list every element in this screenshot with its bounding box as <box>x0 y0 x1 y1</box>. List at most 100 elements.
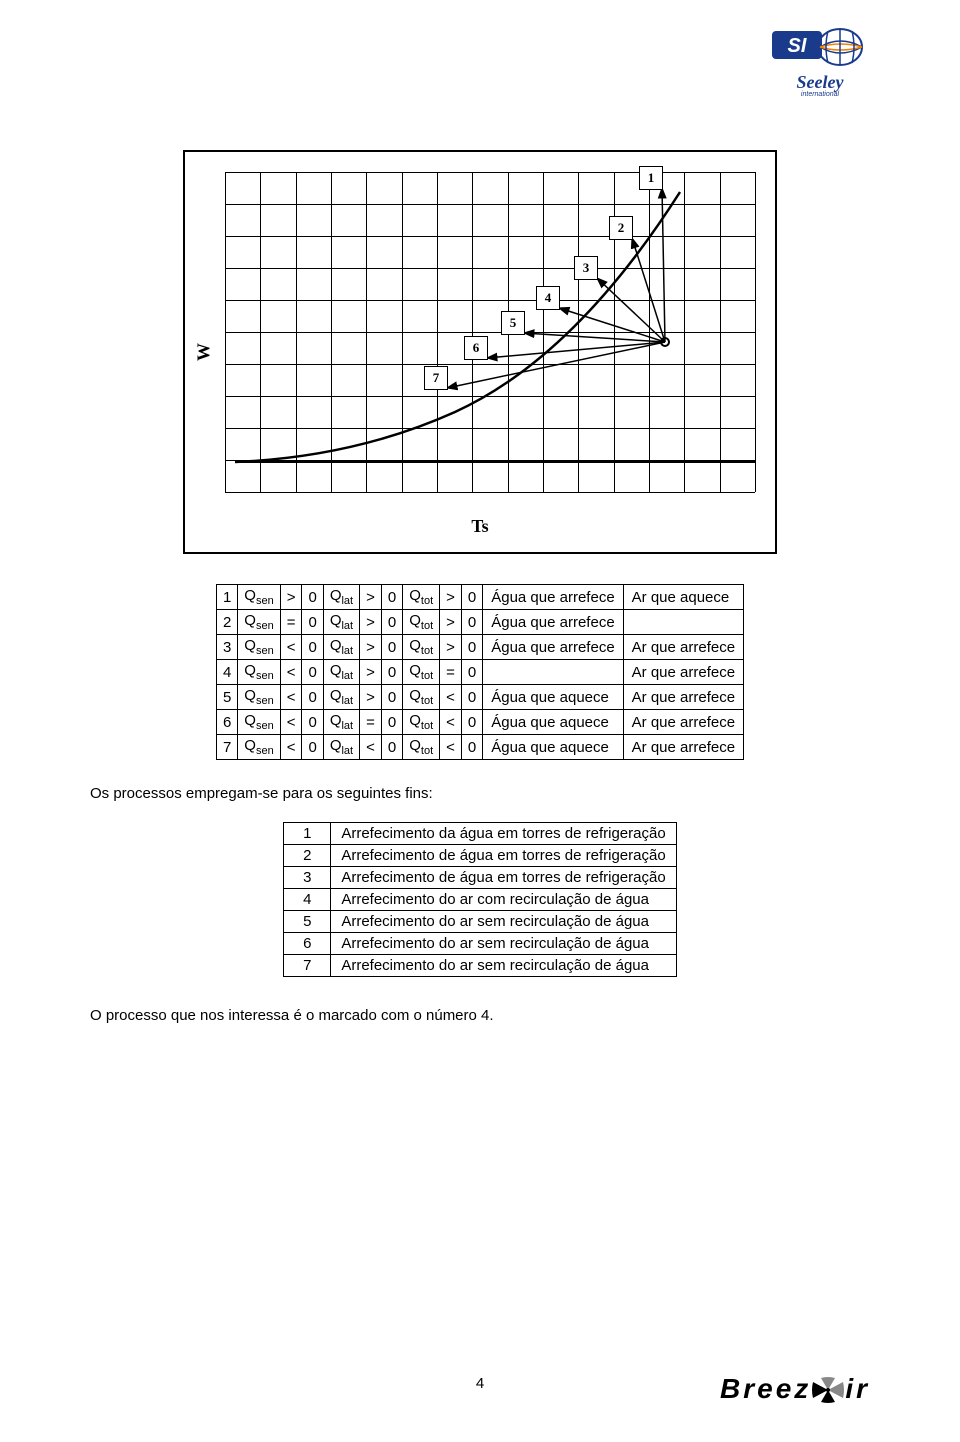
logo-seeley: SI Seeley international <box>770 25 870 98</box>
main-table: 1Qsen>0Qlat>0Qtot>0Água que arrefeceAr q… <box>216 584 744 760</box>
table-cell: Qtot <box>403 660 440 685</box>
table-cell: 0 <box>302 735 323 760</box>
table-cell: Ar que aquece <box>623 585 743 610</box>
chart-inner: 1234567 <box>225 172 755 492</box>
table-cell: Arrefecimento do ar com recirculação de … <box>331 889 676 911</box>
page: SI Seeley international W 1234567 Ts 1Qs… <box>0 0 960 1442</box>
table-cell: Qtot <box>403 610 440 635</box>
chart-point-label: 5 <box>501 311 525 335</box>
table-cell: 1 <box>216 585 237 610</box>
table-cell: Água que aquece <box>483 735 623 760</box>
table-cell: Água que aquece <box>483 685 623 710</box>
table-cell: > <box>440 585 462 610</box>
table-cell: > <box>360 635 382 660</box>
svg-text:SI: SI <box>788 35 807 57</box>
table-cell: Qtot <box>403 585 440 610</box>
table-cell: Ar que arrefece <box>623 685 743 710</box>
table-row: 7Qsen<0Qlat<0Qtot<0Água que aqueceAr que… <box>216 735 743 760</box>
logo-breezair: Breez ir <box>720 1373 870 1407</box>
table-cell: < <box>280 735 302 760</box>
seeley-globe-icon: SI <box>770 25 870 75</box>
table-cell: Qlat <box>323 710 359 735</box>
table-cell: < <box>440 710 462 735</box>
table-row: 6Qsen<0Qlat=0Qtot<0Água que aqueceAr que… <box>216 710 743 735</box>
table-cell: 0 <box>302 635 323 660</box>
table-cell: = <box>440 660 462 685</box>
table-cell: Qtot <box>403 685 440 710</box>
table-cell: Arrefecimento de água em torres de refri… <box>331 867 676 889</box>
closing-text: O processo que nos interessa é o marcado… <box>90 1007 880 1024</box>
table-cell: 0 <box>461 710 482 735</box>
table-cell: > <box>360 585 382 610</box>
table-cell: 4 <box>284 889 331 911</box>
table-cell: 2 <box>284 845 331 867</box>
table-row: 5Arrefecimento do ar sem recirculação de… <box>284 911 676 933</box>
table-cell: > <box>280 585 302 610</box>
table-cell: Água que arrefece <box>483 610 623 635</box>
table-cell: < <box>440 685 462 710</box>
table-cell: Arrefecimento do ar sem recirculação de … <box>331 911 676 933</box>
table-cell: 4 <box>216 660 237 685</box>
table-cell: Água que arrefece <box>483 635 623 660</box>
table-cell: = <box>360 710 382 735</box>
table-cell: 0 <box>381 610 402 635</box>
table-cell: 7 <box>216 735 237 760</box>
table-cell: 0 <box>461 660 482 685</box>
table-cell: Qtot <box>403 635 440 660</box>
table-cell: 3 <box>284 867 331 889</box>
table-cell: Qlat <box>323 585 359 610</box>
table-cell: Qsen <box>238 585 280 610</box>
chart-point-label: 3 <box>574 256 598 280</box>
chart-point-label: 1 <box>639 166 663 190</box>
table-row: 2Arrefecimento de água em torres de refr… <box>284 845 676 867</box>
table-cell: Ar que arrefece <box>623 660 743 685</box>
table-cell: > <box>440 610 462 635</box>
table-row: 2Qsen=0Qlat>0Qtot>0Água que arrefece <box>216 610 743 635</box>
table-row: 3Arrefecimento de água em torres de refr… <box>284 867 676 889</box>
table-cell: Qsen <box>238 710 280 735</box>
table-cell: Ar que arrefece <box>623 710 743 735</box>
table-cell: 0 <box>461 635 482 660</box>
logo-seeley-sub: international <box>770 91 870 98</box>
table-cell: Qlat <box>323 610 359 635</box>
table-cell: 0 <box>381 585 402 610</box>
table-cell: < <box>280 710 302 735</box>
chart-point-label: 4 <box>536 286 560 310</box>
table-cell <box>623 610 743 635</box>
table-row: 5Qsen<0Qlat>0Qtot<0Água que aqueceAr que… <box>216 685 743 710</box>
table-row: 1Arrefecimento da água em torres de refr… <box>284 823 676 845</box>
table-row: 6Arrefecimento do ar sem recirculação de… <box>284 933 676 955</box>
table-cell: Arrefecimento do ar sem recirculação de … <box>331 955 676 977</box>
table-cell: > <box>360 610 382 635</box>
table-row: 1Qsen>0Qlat>0Qtot>0Água que arrefeceAr q… <box>216 585 743 610</box>
table-row: 3Qsen<0Qlat>0Qtot>0Água que arrefeceAr q… <box>216 635 743 660</box>
table-cell: Qlat <box>323 660 359 685</box>
table-cell: 0 <box>461 610 482 635</box>
table-cell: < <box>440 735 462 760</box>
table-cell: 0 <box>381 710 402 735</box>
table-cell: Qtot <box>403 735 440 760</box>
table-cell: Água que aquece <box>483 710 623 735</box>
table-cell: Arrefecimento da água em torres de refri… <box>331 823 676 845</box>
table-cell: 7 <box>284 955 331 977</box>
table-cell: Qlat <box>323 685 359 710</box>
table-cell: Arrefecimento do ar sem recirculação de … <box>331 933 676 955</box>
table-cell: 3 <box>216 635 237 660</box>
page-number: 4 <box>476 1375 484 1392</box>
table-cell: 5 <box>284 911 331 933</box>
chart-point-label: 2 <box>609 216 633 240</box>
table-cell: Qsen <box>238 660 280 685</box>
table-cell: 0 <box>302 710 323 735</box>
table-cell: > <box>360 660 382 685</box>
table-cell: Qsen <box>238 610 280 635</box>
table-cell: Ar que arrefece <box>623 635 743 660</box>
table-cell: < <box>280 660 302 685</box>
table-cell: Ar que arrefece <box>623 735 743 760</box>
table-cell: 5 <box>216 685 237 710</box>
table-cell: 0 <box>381 660 402 685</box>
x-axis-label: Ts <box>471 516 488 537</box>
table-cell: Arrefecimento de água em torres de refri… <box>331 845 676 867</box>
table-cell: Qsen <box>238 685 280 710</box>
table-cell: Qsen <box>238 635 280 660</box>
logo-seeley-text: Seeley <box>770 73 870 91</box>
